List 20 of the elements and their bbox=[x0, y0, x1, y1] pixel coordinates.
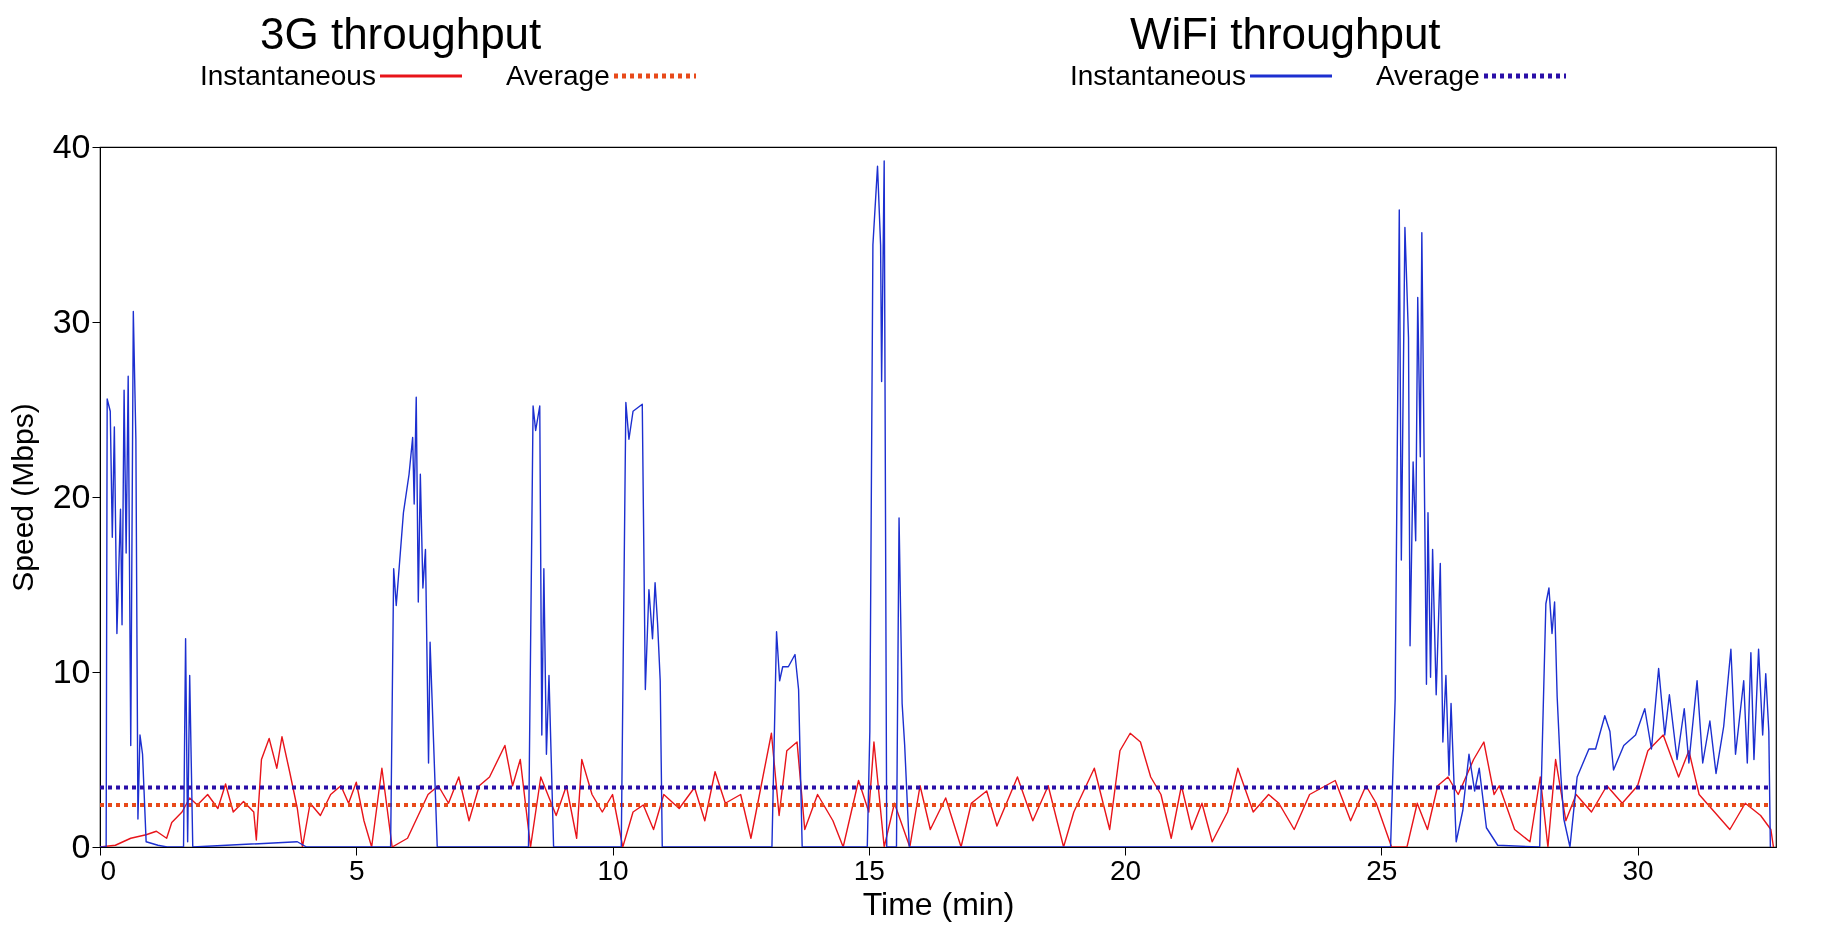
text: WiFi throughput bbox=[1129, 8, 1442, 60]
x-tick-label: 0 bbox=[100, 854, 117, 886]
x-tick-label: 10 bbox=[597, 854, 629, 886]
y-tick-label: 40 bbox=[52, 126, 91, 165]
x-tick-label: 30 bbox=[1622, 854, 1654, 886]
text: 3G throughput bbox=[259, 8, 543, 60]
y-tick-label: 10 bbox=[52, 651, 91, 690]
line-series bbox=[100, 160, 1772, 847]
y-tick-label: 30 bbox=[52, 301, 91, 340]
legend-label: Average bbox=[505, 60, 610, 92]
y-axis-title: Speed (Mbps) bbox=[5, 403, 39, 592]
y-tick-label: 20 bbox=[52, 476, 91, 515]
x-tick-label: 15 bbox=[853, 854, 885, 886]
legend-label: Instantaneous bbox=[200, 60, 376, 92]
x-tick-label: 5 bbox=[348, 854, 365, 886]
legend-label: Instantaneous bbox=[1070, 60, 1246, 92]
x-tick-label: 25 bbox=[1366, 854, 1398, 886]
legend-label: Average bbox=[1375, 60, 1480, 92]
x-axis-title: Time (min) bbox=[862, 885, 1015, 922]
x-tick-label: 20 bbox=[1110, 854, 1142, 886]
